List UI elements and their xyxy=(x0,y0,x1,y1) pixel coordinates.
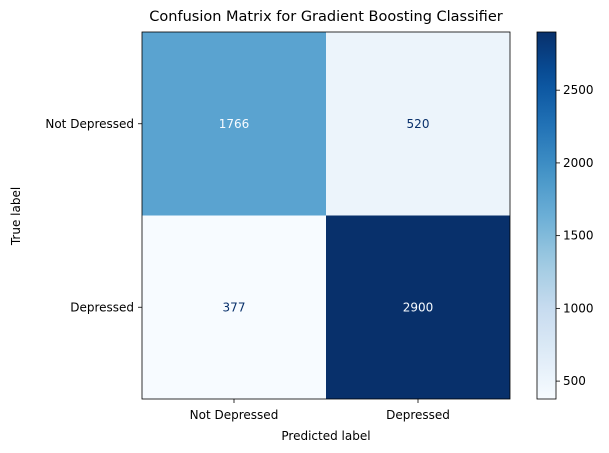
cell-value-label: 1766 xyxy=(219,117,250,131)
y-tick-label: Not Depressed xyxy=(45,117,134,131)
colorbar-tick-label: 2000 xyxy=(563,156,594,170)
x-axis-label: Predicted label xyxy=(281,429,370,443)
heatmap-cell xyxy=(326,215,510,399)
colorbar-tick-label: 500 xyxy=(563,374,586,388)
heatmap-cell xyxy=(142,215,326,399)
x-tick-label: Depressed xyxy=(386,408,450,422)
heatmap-cell-labels: 1766 520 377 2900 xyxy=(219,117,434,315)
colorbar-tick-label: 1000 xyxy=(563,301,594,315)
y-axis-ticks: Not Depressed Depressed xyxy=(45,117,142,314)
cell-value-label: 520 xyxy=(407,117,430,131)
chart-title: Confusion Matrix for Gradient Boosting C… xyxy=(149,9,502,25)
colorbar xyxy=(536,31,557,400)
y-axis-label: True label xyxy=(9,187,23,246)
cell-value-label: 2900 xyxy=(403,300,434,314)
heatmap-cell xyxy=(326,32,510,216)
y-tick-label: Depressed xyxy=(70,300,134,314)
heatmap-cells xyxy=(142,32,510,399)
colorbar-tick-label: 2500 xyxy=(563,83,594,97)
x-axis-ticks: Not Depressed Depressed xyxy=(190,399,450,422)
colorbar-tick-label: 1500 xyxy=(563,229,594,243)
plot-frame xyxy=(141,31,511,400)
x-tick-label: Not Depressed xyxy=(190,408,279,422)
cell-value-label: 377 xyxy=(223,300,246,314)
colorbar-ticks: 500 1000 1500 2000 2500 xyxy=(556,83,594,388)
heatmap-cell xyxy=(142,32,326,216)
